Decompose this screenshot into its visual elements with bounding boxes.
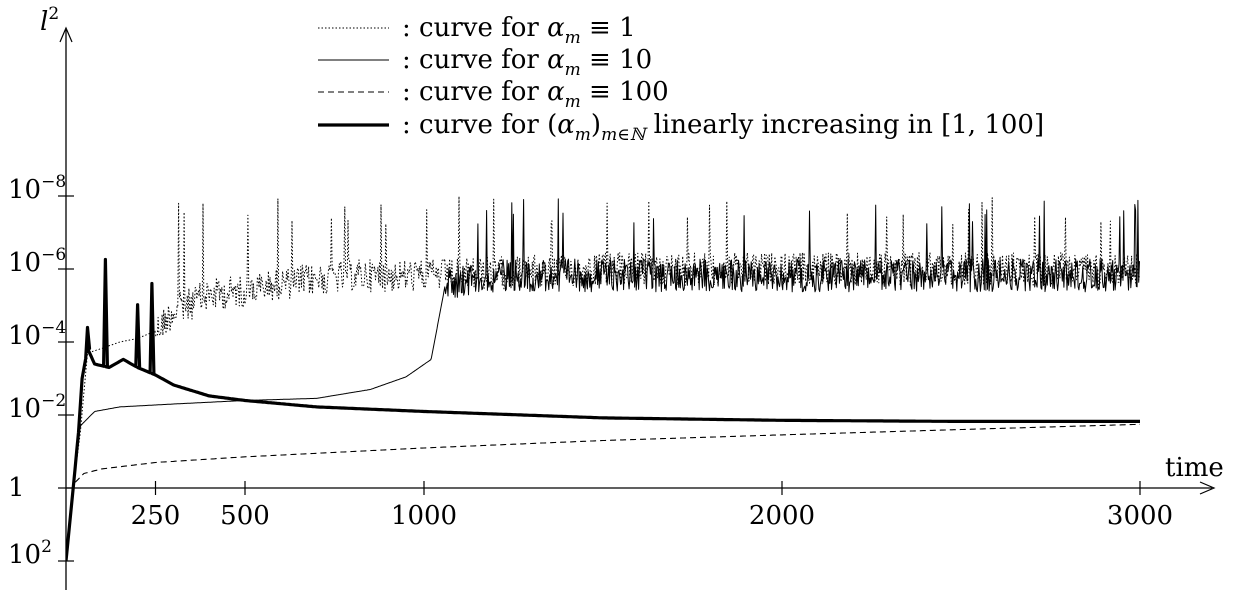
- y-tick-label: 102: [8, 537, 52, 570]
- y-ticks: 102 1 10−2 10−4 10−6 10−8: [8, 172, 74, 570]
- x-tick-label: 250: [131, 501, 181, 531]
- y-tick-label: 10−8: [8, 172, 66, 205]
- y-tick-label: 10−6: [8, 245, 66, 278]
- y-tick-label: 10−4: [8, 318, 66, 351]
- legend: : curve for αm ≡ 1: curve for αm ≡ 10: c…: [318, 13, 1044, 145]
- x-tick-label: 2000: [749, 501, 815, 531]
- y-axis-title: l2: [40, 4, 59, 37]
- legend-label: : curve for (αm)m∈ℕ linearly increasing …: [402, 110, 1044, 145]
- x-ticks: 250 500 1000 2000 3000: [131, 481, 1173, 531]
- x-tick-label: 3000: [1107, 501, 1173, 531]
- series-line-3: [66, 423, 1141, 562]
- legend-label: : curve for αm ≡ 100: [402, 77, 669, 112]
- y-axis: l2: [40, 4, 73, 590]
- y-tick-label: 1: [8, 473, 25, 503]
- y-tick-label: 10−2: [8, 391, 66, 424]
- x-tick-label: 1000: [391, 501, 457, 531]
- series-group: [66, 195, 1141, 562]
- x-axis-title: time: [1165, 453, 1224, 483]
- x-axis-arrow: [1199, 481, 1216, 495]
- series-line-4: [66, 257, 1140, 562]
- x-tick-label: 500: [220, 501, 270, 531]
- y-axis-arrow: [59, 26, 73, 43]
- legend-label: : curve for αm ≡ 1: [402, 13, 636, 48]
- x-axis: time: [66, 453, 1224, 495]
- legend-label: : curve for αm ≡ 10: [402, 45, 652, 80]
